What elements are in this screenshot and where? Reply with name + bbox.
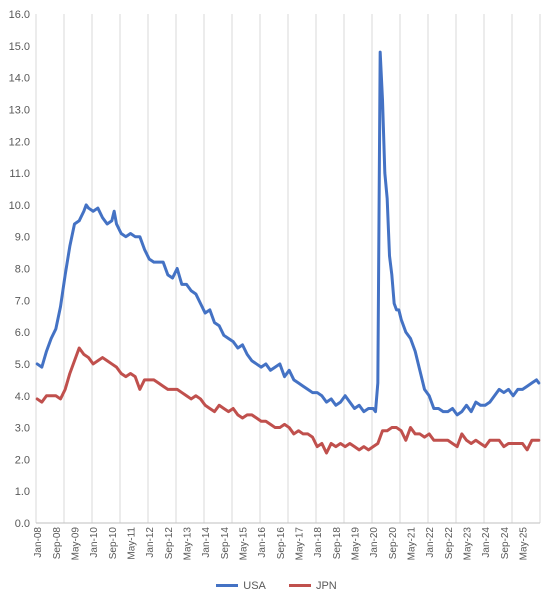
x-tick-label: Jan-20: [369, 527, 380, 558]
series-line-jpn: [35, 346, 541, 455]
x-tick-label: May-23: [463, 527, 474, 561]
x-tick-label: May-25: [519, 527, 530, 561]
x-tick-label: Sep-16: [276, 527, 287, 560]
x-tick-label: Jan-18: [313, 527, 324, 558]
legend: USA JPN: [0, 578, 553, 592]
y-tick-label: 8.0: [15, 264, 30, 276]
legend-label-jpn: JPN: [315, 579, 337, 592]
x-tick-label: Sep-12: [164, 527, 175, 560]
y-tick-label: 4.0: [15, 391, 30, 403]
x-tick-label: Sep-18: [332, 527, 343, 560]
x-tick-label: May-17: [295, 527, 306, 561]
x-tick-label: Sep-08: [52, 527, 63, 560]
legend-swatch-jpn: [288, 584, 311, 587]
x-tick-label: Jan-14: [201, 527, 212, 558]
x-tick-label: May-13: [183, 527, 194, 561]
legend-label-usa: USA: [243, 579, 266, 592]
gridlines: [35, 14, 541, 523]
x-tick-label: May-11: [127, 527, 138, 560]
x-tick-label: May-21: [407, 527, 418, 561]
x-tick-label: Sep-22: [444, 527, 455, 560]
x-tick-label: Jan-10: [89, 527, 100, 558]
x-tick-label: May-19: [351, 527, 362, 561]
y-tick-label: 0.0: [15, 518, 30, 530]
y-tick-label: 12.0: [9, 136, 30, 148]
legend-item-usa: USA: [216, 580, 266, 592]
x-tick-label: Jan-12: [145, 527, 156, 558]
y-tick-label: 15.0: [9, 41, 30, 53]
y-tick-label: 16.0: [9, 9, 30, 21]
x-axis: Jan-08 Sep-08 May-09 Jan-10 Sep-10 May-11 Jan-…: [33, 522, 540, 561]
y-tick-label: 6.0: [15, 327, 30, 339]
y-tick-label: 3.0: [15, 423, 30, 435]
x-tick-label: Jan-16: [257, 527, 268, 558]
legend-item-jpn: JPN: [288, 579, 337, 592]
y-tick-label: 5.0: [15, 359, 30, 371]
series-lines: [35, 50, 541, 455]
line-chart: 0.0 1.0 2.0 3.0 4.0 5.0 6.0 7.0 8.0 9.0 10.0 11.0 12…: [9, 9, 541, 561]
x-tick-label: Jan-08: [33, 527, 44, 558]
x-tick-label: Sep-24: [500, 527, 511, 560]
x-tick-label: Sep-14: [220, 527, 231, 560]
x-tick-label: Sep-20: [388, 527, 399, 560]
x-tick-label: May-15: [239, 527, 250, 561]
y-tick-label: 7.0: [15, 295, 30, 307]
y-tick-label: 1.0: [15, 486, 30, 498]
y-tick-label: 13.0: [9, 104, 30, 116]
y-tick-label: 11.0: [9, 168, 30, 180]
y-axis: 0.0 1.0 2.0 3.0 4.0 5.0 6.0 7.0 8.0 9.0 10.0 11.0 12…: [9, 9, 30, 530]
y-tick-label: 2.0: [15, 454, 30, 466]
y-tick-label: 14.0: [9, 73, 30, 85]
x-tick-label: Sep-10: [108, 527, 119, 560]
y-tick-label: 9.0: [15, 232, 30, 244]
x-tick-label: Jan-24: [481, 527, 492, 558]
series-line-usa: [35, 50, 541, 417]
legend-swatch-usa: [216, 584, 239, 587]
x-tick-label: Jan-22: [425, 527, 436, 558]
x-tick-label: May-09: [71, 527, 82, 561]
y-tick-label: 10.0: [9, 200, 30, 212]
